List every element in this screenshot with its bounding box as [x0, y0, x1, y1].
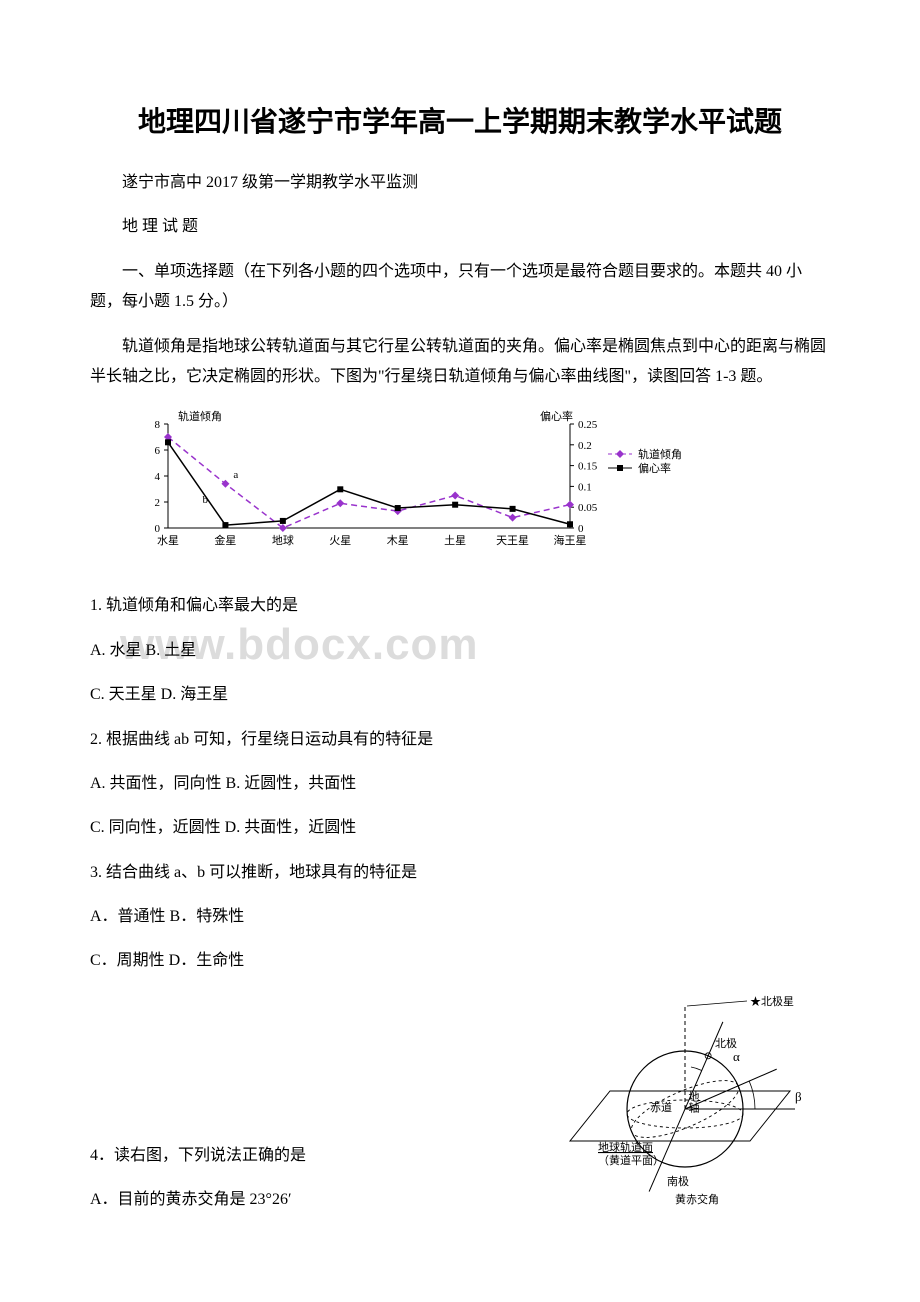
svg-text:轨道倾角: 轨道倾角: [178, 409, 222, 423]
svg-text:海王星: 海王星: [554, 533, 587, 547]
svg-text:6: 6: [155, 445, 161, 457]
svg-text:地轴: 地轴: [687, 1091, 700, 1113]
svg-text:0: 0: [578, 523, 584, 535]
svg-text:偏心率: 偏心率: [540, 409, 573, 423]
svg-text:0.05: 0.05: [578, 503, 598, 515]
svg-text:a: a: [233, 469, 238, 481]
question-3-options-ab: A．普通性 B．特殊性: [90, 902, 830, 932]
svg-text:天王星: 天王星: [496, 534, 529, 547]
orbit-chart: 0246800.050.10.150.20.25轨道倾角偏心率水星金星地球火星木…: [130, 406, 830, 571]
question-1-options-ab: A. 水星 B. 土星: [90, 636, 830, 666]
svg-text:b: b: [202, 494, 208, 506]
svg-text:β: β: [795, 1089, 802, 1104]
question-4: 4．读右图，下列说法正确的是: [90, 1141, 550, 1171]
svg-text:8: 8: [155, 419, 161, 431]
svg-text:偏心率: 偏心率: [638, 461, 671, 475]
svg-text:赤道: 赤道: [650, 1100, 672, 1114]
svg-text:北极: 北极: [715, 1036, 737, 1050]
subtitle-1: 遂宁市高中 2017 级第一学期教学水平监测: [90, 168, 830, 198]
svg-text:2: 2: [155, 497, 161, 509]
svg-text:黄赤交角: 黄赤交角: [675, 1192, 719, 1206]
svg-text:★北极星: ★北极星: [750, 994, 794, 1008]
svg-text:南极: 南极: [667, 1174, 689, 1188]
svg-text:金星: 金星: [214, 533, 236, 547]
svg-text:地球: 地球: [272, 533, 294, 547]
question-3: 3. 结合曲线 a、b 可以推断，地球具有的特征是: [90, 858, 830, 888]
svg-text:4: 4: [155, 471, 161, 483]
question-2-options-cd: C. 同向性，近圆性 D. 共面性，近圆性: [90, 813, 830, 843]
svg-text:地球轨道面: 地球轨道面: [598, 1140, 653, 1154]
svg-text:土星: 土星: [444, 534, 466, 547]
svg-text:0.1: 0.1: [578, 482, 592, 494]
svg-text:水星: 水星: [157, 534, 179, 547]
svg-text:0.25: 0.25: [578, 419, 598, 431]
section-1-heading: 一、单项选择题（在下列各小题的四个选项中，只有一个选项是最符合题目要求的。本题共…: [90, 257, 830, 318]
svg-text:轨道倾角: 轨道倾角: [638, 447, 682, 461]
question-1: 1. 轨道倾角和偏心率最大的是: [90, 591, 830, 621]
question-2-options-ab: A. 共面性，同向性 B. 近圆性，共面性: [90, 769, 830, 799]
question-4-option-a: A．目前的黄赤交角是 23°26′: [90, 1185, 550, 1215]
question-3-options-cd: C．周期性 D．生命性: [90, 946, 830, 976]
svg-text:0: 0: [155, 523, 161, 535]
earth-axis-diagram: ★北极星 α β 北极地轴 赤道地球轨道面（黄道平面）南极黄赤交角: [550, 991, 830, 1226]
intro-text: 轨道倾角是指地球公转轨道面与其它行星公转轨道面的夹角。偏心率是椭圆焦点到中心的距…: [90, 332, 830, 393]
question-1-options-cd: C. 天王星 D. 海王星: [90, 680, 830, 710]
subtitle-2: 地 理 试 题: [90, 212, 830, 242]
svg-text:0.15: 0.15: [578, 461, 598, 473]
svg-text:木星: 木星: [387, 534, 409, 547]
svg-text:火星: 火星: [329, 534, 351, 547]
svg-text:α: α: [733, 1049, 740, 1064]
svg-text:0.2: 0.2: [578, 440, 592, 452]
question-2: 2. 根据曲线 ab 可知，行星绕日运动具有的特征是: [90, 725, 830, 755]
svg-text:（黄道平面）: （黄道平面）: [598, 1153, 664, 1167]
page-title: 地理四川省遂宁市学年高一上学期期末教学水平试题: [90, 100, 830, 140]
